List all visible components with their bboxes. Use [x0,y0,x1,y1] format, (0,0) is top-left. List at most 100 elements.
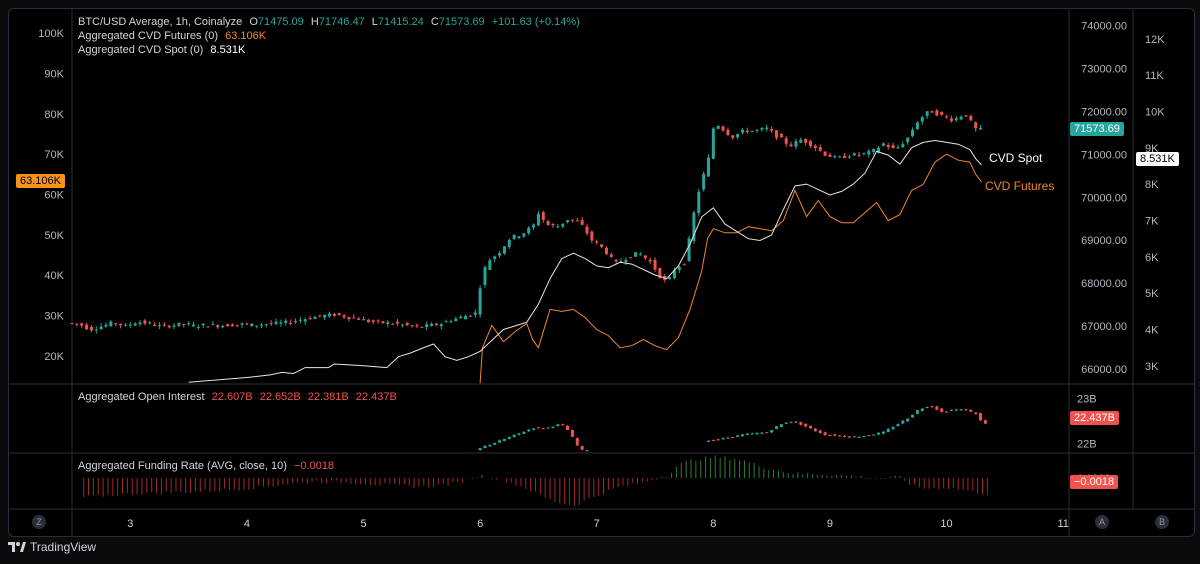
candle [862,152,866,154]
candle [279,322,283,324]
oi-candle [507,436,511,440]
candle [638,254,642,256]
candle [284,320,288,323]
candle [439,324,443,327]
log-scale-button[interactable]: B [1155,515,1169,529]
funding-legend[interactable]: Aggregated Funding Rate (AVG, close, 10)… [78,460,338,473]
candle [157,325,161,327]
candle [153,324,157,326]
candle [328,313,332,317]
candle [400,324,404,326]
oi-candle [911,414,915,418]
candle [80,323,84,326]
candle [585,226,589,234]
candle [580,220,584,225]
oi-candle [575,438,579,446]
candle [303,319,307,322]
candle [697,191,701,214]
candle [760,128,764,130]
candle [391,323,395,325]
oi-candle [920,408,924,411]
ohlc-open: 71475.09 [257,16,304,28]
oi-candle [823,432,827,436]
oi-candle [852,436,856,438]
candle [128,324,132,326]
oi-candle [770,430,774,433]
cvd-left-tick-label: 90K [44,68,64,80]
oi-legend[interactable]: Aggregated Open Interest 22.607B 22.652B… [78,391,401,404]
candle [381,321,385,324]
candle [740,129,744,133]
candle [877,147,881,153]
candle [536,213,540,226]
oi-candle [716,439,720,441]
candle [240,323,244,325]
time-tick-label: 9 [827,518,833,530]
candle [566,220,570,222]
candle [454,318,458,321]
candle [70,323,74,325]
candle [376,320,380,322]
candle [770,129,774,131]
oi-low: 22.381B [307,391,349,403]
oi-candle [809,425,813,429]
price-tick-label: 70000.00 [1081,192,1127,204]
candle [964,115,968,117]
candle [541,212,545,220]
candle [119,323,123,326]
candle [546,221,550,225]
candle [182,324,186,326]
candle [813,145,817,148]
time-tick-label: 11 [1057,518,1068,530]
candle [682,264,686,266]
oi-candle [755,432,759,435]
oi-candle [877,432,881,435]
candle [167,325,171,328]
oi-candle [711,440,715,442]
candle [949,118,953,122]
legend-cvd-spot[interactable]: Aggregated CVD Spot (0) 8.531K [78,44,249,57]
candle [449,321,453,323]
chart-canvas[interactable]: 66000.00 67000.00 68000.00 69000.00 70000.00… [9,9,1194,536]
candle [872,149,876,153]
candle [293,321,297,323]
candle [711,128,715,159]
oi-tick-label: 23B [1077,393,1097,405]
candle [517,236,521,239]
series-label-futures: CVD Futures [985,179,1055,193]
candle [473,312,477,315]
candle [658,268,662,278]
oi-candle [760,432,764,434]
oi-candle [546,427,550,429]
legend-cvd-spot-value: 8.531K [210,44,246,56]
funding-value: −0.0018 [293,460,335,472]
auto-scale-button[interactable]: A [1095,515,1109,529]
oi-candle [896,424,900,427]
axis-zoom-button[interactable]: Z [32,515,46,529]
candle [847,156,851,158]
candle [716,125,720,129]
candle [114,323,118,325]
oi-candle [580,445,584,450]
candle [527,227,531,234]
oi-candle [706,440,710,442]
oi-candle [969,409,973,412]
cvd-spot-line [188,139,982,383]
candle [362,319,366,321]
cvd-left-tick-label: 20K [44,351,64,363]
candle [405,322,409,326]
oi-candle [940,408,944,412]
oi-candle [935,406,939,410]
oi-candle [536,427,540,429]
time-tick-label: 10 [940,518,952,530]
oi-candle [765,432,769,434]
candle [85,324,89,330]
oi-current-tag: 22.437B [1070,411,1119,425]
oi-high: 22.652B [259,391,301,403]
candle [925,111,929,116]
legend-cvd-futures[interactable]: Aggregated CVD Futures (0) 63.106K [78,30,270,43]
candle [235,324,239,326]
legend-cvd-spot-name: Aggregated CVD Spot (0) [78,44,204,56]
candle [143,320,147,324]
candle [570,219,574,221]
